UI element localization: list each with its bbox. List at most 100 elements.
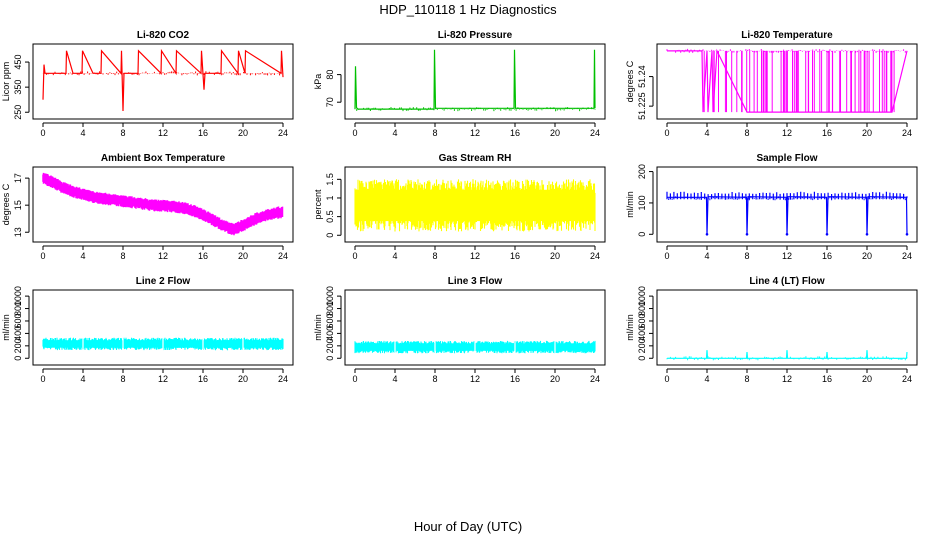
x-tick-label: 0 (664, 374, 669, 384)
series-point (745, 232, 749, 236)
x-tick-label: 12 (470, 374, 480, 384)
y-axis-label: ml/min (1, 314, 11, 341)
plot-frame (656, 166, 918, 243)
y-tick-label: 51.225 (637, 92, 647, 120)
x-tick-label: 0 (40, 374, 45, 384)
y-tick-label: 800 (325, 301, 335, 316)
x-tick-label: 8 (744, 251, 749, 261)
y-tick-label: 51.24 (637, 65, 647, 88)
y-tick-label: 100 (637, 195, 647, 210)
series-noise (354, 107, 596, 112)
x-tick-label: 16 (822, 251, 832, 261)
panel-li-820-co2: Li-820 CO2 Licor ppm 0 4 8 12 16 20 24 250 350 450 (1, 30, 294, 138)
panel-line-4-lt-flow: Line 4 (LT) Flow ml/min 0 4 8 12 16 20 24 0 200400… (625, 276, 918, 384)
series-point (785, 232, 789, 236)
x-tick-label: 24 (278, 374, 288, 384)
series-line-2-flow (42, 336, 284, 352)
panel-title: Line 4 (LT) Flow (749, 276, 825, 287)
y-tick-label: 400 (637, 326, 647, 341)
plot-frame (344, 289, 606, 366)
x-tick-label: 4 (392, 251, 397, 261)
panel-title: Gas Stream RH (439, 153, 512, 164)
panel-title: Ambient Box Temperature (101, 153, 226, 164)
x-tick-label: 24 (902, 374, 912, 384)
x-tick-label: 16 (822, 128, 832, 138)
series-li-820-co2 (42, 48, 284, 112)
x-tick-label: 12 (782, 251, 792, 261)
x-tick-label: 4 (392, 128, 397, 138)
series-line (42, 48, 284, 112)
panel-li-820-temperature: Li-820 Temperature degrees C 0 4 8 12 16 20 24 51… (625, 30, 918, 138)
y-axis-label: ml/min (313, 314, 323, 341)
figure-title: HDP_110118 1 Hz Diagnostics (379, 2, 557, 17)
plot-frame (344, 43, 606, 120)
panel-title: Line 3 Flow (448, 276, 503, 287)
x-tick-label: 16 (198, 128, 208, 138)
y-tick-label: 0 (325, 233, 335, 238)
panel-title: Li-820 Pressure (438, 30, 513, 41)
y-tick-label: 350 (13, 80, 23, 95)
x-tick-label: 0 (352, 374, 357, 384)
plot-frame (32, 43, 294, 120)
series-drops (703, 50, 895, 113)
panel-title: Li-820 CO2 (137, 30, 190, 41)
x-tick-label: 0 (352, 251, 357, 261)
series-line (667, 350, 908, 359)
y-tick-label: 450 (13, 55, 23, 70)
series-ambient-box-temperature (42, 172, 284, 236)
x-tick-label: 8 (744, 374, 749, 384)
x-tick-label: 24 (902, 251, 912, 261)
series-core (355, 189, 595, 222)
y-tick-label: 1.5 (325, 173, 335, 186)
x-tick-label: 24 (902, 128, 912, 138)
y-tick-label: 600 (325, 313, 335, 328)
y-tick-label: 200 (637, 164, 647, 179)
x-tick-label: 24 (590, 128, 600, 138)
x-tick-label: 4 (80, 251, 85, 261)
series-point (825, 232, 829, 236)
panel-title: Sample Flow (756, 153, 817, 164)
x-tick-label: 16 (198, 251, 208, 261)
x-tick-label: 24 (278, 128, 288, 138)
panel-line-2-flow: Line 2 Flow ml/min 0 4 8 12 16 20 24 0 20040060080… (1, 276, 294, 384)
y-tick-label: 800 (637, 301, 647, 316)
x-tick-label: 16 (510, 251, 520, 261)
x-tick-label: 0 (664, 128, 669, 138)
x-tick-label: 20 (238, 128, 248, 138)
y-tick-label: 200 (637, 338, 647, 353)
y-tick-label: 1000 (637, 286, 647, 306)
series-line (667, 196, 908, 235)
x-tick-label: 12 (782, 374, 792, 384)
x-tick-label: 20 (862, 374, 872, 384)
y-axis-label: kPa (313, 74, 323, 90)
plot-frame (656, 289, 918, 366)
x-tick-label: 12 (470, 251, 480, 261)
x-tick-label: 8 (432, 374, 437, 384)
x-tick-label: 4 (704, 128, 709, 138)
y-tick-label: 17 (13, 173, 23, 183)
y-tick-label: 600 (637, 313, 647, 328)
y-tick-label: 800 (13, 301, 23, 316)
series-li-820-pressure (354, 49, 596, 112)
plot-frame (656, 43, 918, 120)
x-tick-label: 20 (862, 128, 872, 138)
y-tick-label: 0 (637, 356, 647, 361)
y-tick-label: 1000 (325, 286, 335, 306)
y-tick-label: 0 (325, 356, 335, 361)
y-tick-label: 80 (325, 70, 335, 80)
y-tick-label: 1 (325, 195, 335, 200)
x-tick-label: 24 (278, 251, 288, 261)
x-tick-label: 4 (704, 374, 709, 384)
series-noise (666, 356, 908, 361)
x-tick-label: 8 (432, 251, 437, 261)
y-tick-label: 0 (13, 356, 23, 361)
panel-sample-flow: Sample Flow ml/min 0 4 8 12 16 20 24 0 100 200 (625, 153, 918, 261)
x-tick-label: 0 (352, 128, 357, 138)
x-tick-label: 20 (238, 374, 248, 384)
x-tick-label: 16 (510, 128, 520, 138)
panel-ambient-box-temperature: Ambient Box Temperature degrees C 0 4 8 12 16 2… (1, 153, 294, 261)
y-axis-label: degrees C (625, 60, 635, 102)
x-tick-label: 0 (664, 251, 669, 261)
